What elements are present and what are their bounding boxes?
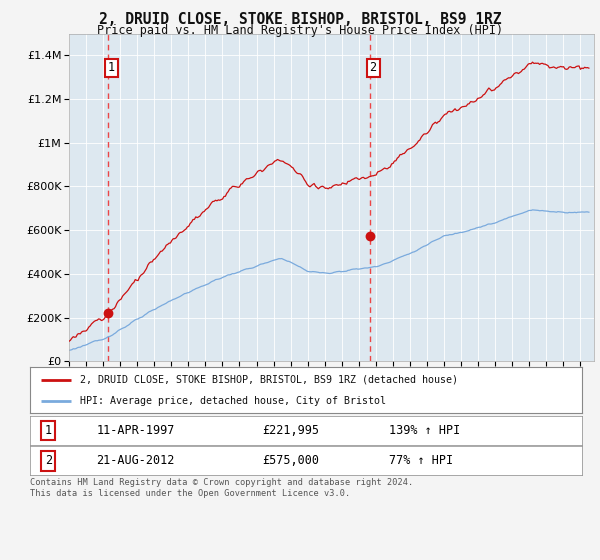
- Text: £575,000: £575,000: [262, 454, 319, 468]
- Text: 139% ↑ HPI: 139% ↑ HPI: [389, 424, 460, 437]
- Text: £221,995: £221,995: [262, 424, 319, 437]
- Point: [103, 308, 113, 317]
- Text: Price paid vs. HM Land Registry's House Price Index (HPI): Price paid vs. HM Land Registry's House …: [97, 24, 503, 37]
- Text: 21-AUG-2012: 21-AUG-2012: [96, 454, 175, 468]
- Text: 2: 2: [370, 62, 377, 74]
- Point: [365, 231, 374, 240]
- Text: 2: 2: [44, 454, 52, 468]
- Text: 1: 1: [108, 62, 115, 74]
- Text: 1: 1: [44, 424, 52, 437]
- Text: 11-APR-1997: 11-APR-1997: [96, 424, 175, 437]
- Text: 77% ↑ HPI: 77% ↑ HPI: [389, 454, 453, 468]
- Text: 2, DRUID CLOSE, STOKE BISHOP, BRISTOL, BS9 1RZ: 2, DRUID CLOSE, STOKE BISHOP, BRISTOL, B…: [99, 12, 501, 27]
- Text: 2, DRUID CLOSE, STOKE BISHOP, BRISTOL, BS9 1RZ (detached house): 2, DRUID CLOSE, STOKE BISHOP, BRISTOL, B…: [80, 375, 458, 385]
- Text: HPI: Average price, detached house, City of Bristol: HPI: Average price, detached house, City…: [80, 396, 386, 406]
- Text: Contains HM Land Registry data © Crown copyright and database right 2024.
This d: Contains HM Land Registry data © Crown c…: [30, 478, 413, 498]
